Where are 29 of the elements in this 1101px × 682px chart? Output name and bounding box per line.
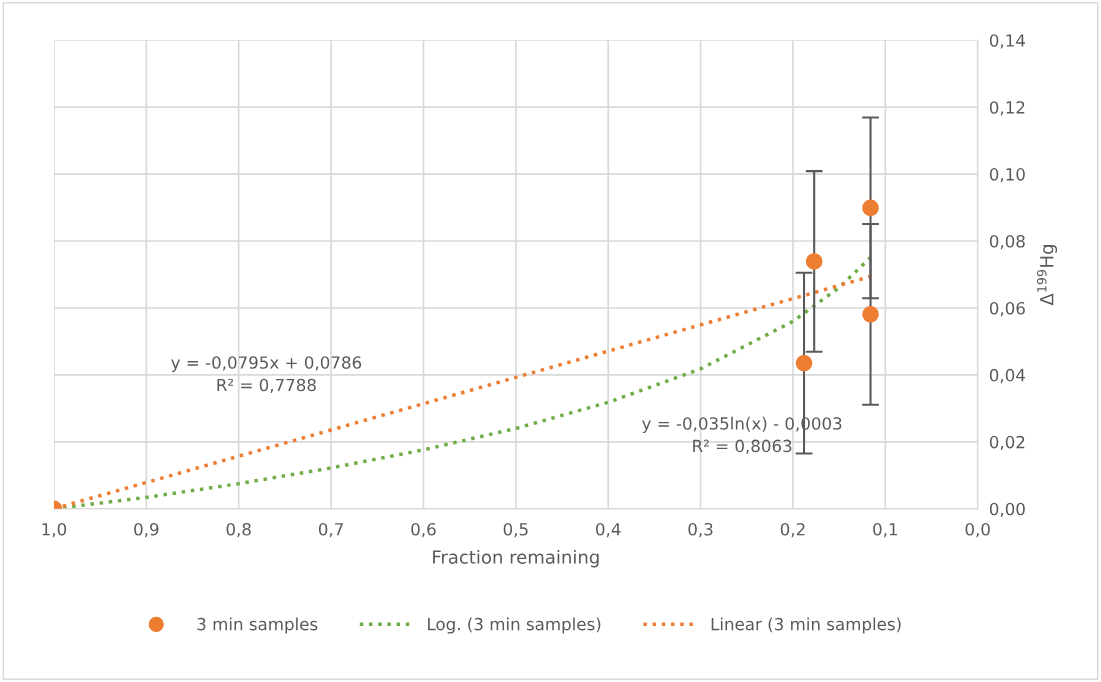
legend-label: Linear (3 min samples)	[711, 617, 901, 634]
x-axis-title: Fraction remaining	[433, 549, 599, 568]
y2-tick-label: 0,14	[989, 34, 1025, 49]
x-tick-label: 0,8	[226, 522, 251, 538]
y2-tick-label: 0,02	[989, 435, 1025, 451]
legend-label: 3 min samples	[197, 617, 318, 634]
point	[805, 253, 823, 270]
x-tick-label: 0,0	[965, 522, 990, 538]
y2-tick-label: 0,12	[989, 101, 1025, 116]
y2-tick-label: 0,06	[989, 301, 1025, 317]
x-tick-label: 0,4	[596, 522, 621, 538]
y2-tick-label: 0,04	[989, 368, 1025, 384]
x-tick-label: 0,3	[688, 522, 713, 538]
y2-tick-label: 0,00	[989, 502, 1025, 518]
point	[862, 199, 879, 217]
x-tick-label: 0,5	[503, 522, 528, 538]
legend-label: Log. (3 min samples)	[428, 617, 601, 634]
point	[862, 306, 879, 323]
annotation: y = -0,0795x + 0,0786 R² = 0,7788	[171, 356, 362, 394]
point	[795, 354, 813, 372]
x-tick-label: 0,6	[411, 522, 436, 538]
x-tick-label: 1,0	[42, 522, 67, 538]
y2-tick-label: 0,08	[989, 235, 1025, 250]
y2-axis-title: Δ$^{199}$Hg	[1037, 245, 1058, 306]
x-tick-label: 0,1	[873, 522, 898, 538]
x-tick-label: 0,2	[780, 522, 805, 538]
y2-tick-label: 0,10	[989, 168, 1025, 183]
x-tick-label: 0,9	[134, 522, 159, 538]
x-tick-label: 0,7	[318, 522, 343, 538]
